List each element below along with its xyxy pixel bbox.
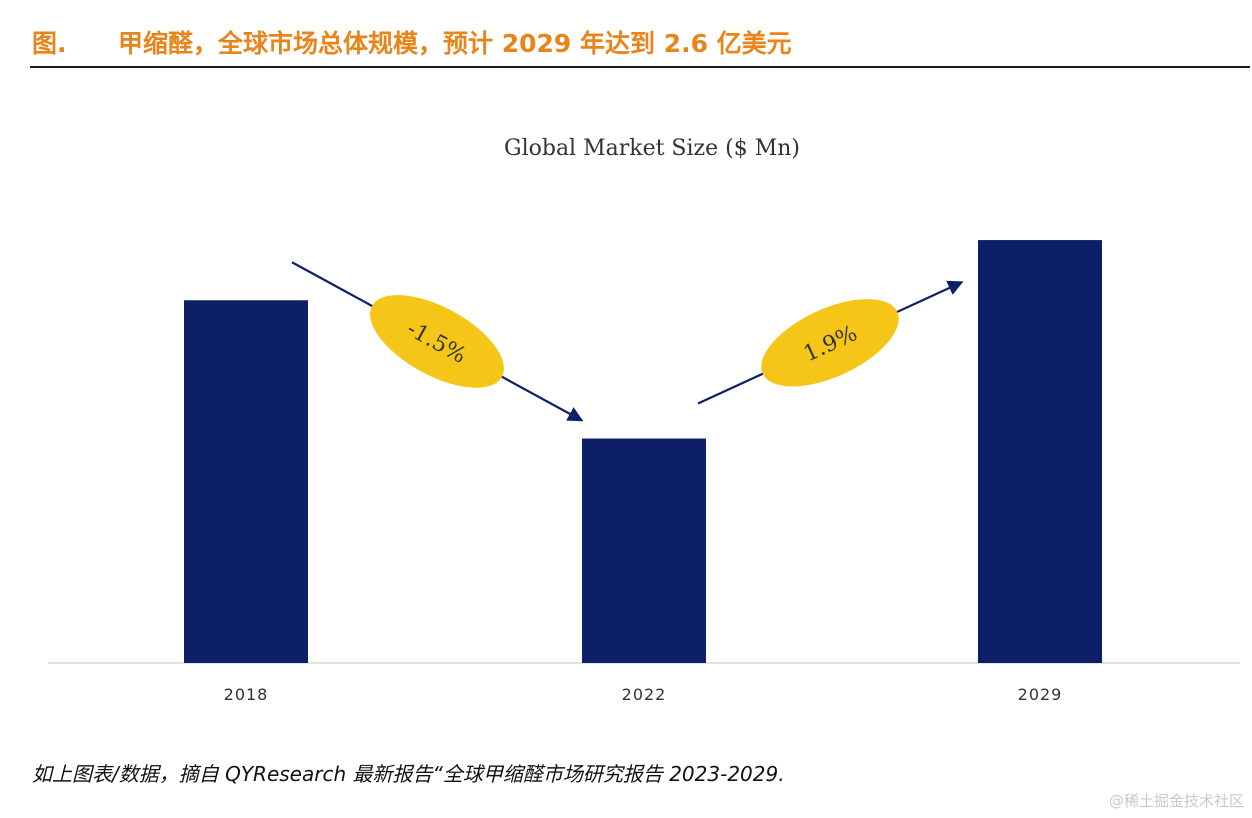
chart-title: Global Market Size ($ Mn) bbox=[504, 136, 800, 161]
bars-group bbox=[184, 240, 1102, 664]
bar-2018 bbox=[184, 300, 308, 663]
bar-2022 bbox=[582, 438, 706, 663]
growth-ellipse-1 bbox=[370, 295, 504, 388]
figure-label: 图. bbox=[32, 29, 67, 58]
bar-2029 bbox=[978, 240, 1102, 664]
x-tick-label-2029: 2029 bbox=[1018, 685, 1063, 704]
growth-annotations: -1.5% 1.9% bbox=[291, 261, 964, 422]
growth-badge-2: 1.9% bbox=[761, 299, 899, 387]
growth-badge-1: -1.5% bbox=[370, 295, 504, 388]
x-tick-label-2018: 2018 bbox=[224, 685, 269, 704]
x-tick-label-2022: 2022 bbox=[622, 685, 667, 704]
figure-title: 甲缩醛，全球市场总体规模，预计 2029 年达到 2.6 亿美元 bbox=[118, 29, 792, 58]
figure-header: 图. 甲缩醛，全球市场总体规模，预计 2029 年达到 2.6 亿美元 bbox=[30, 18, 1250, 68]
x-tick-labels: 2018 2022 2029 bbox=[224, 685, 1063, 704]
source-caption: 如上图表/数据，摘自 QYResearch 最新报告“全球甲缩醛市场研究报告 2… bbox=[32, 762, 785, 786]
growth-ellipse-2 bbox=[761, 299, 899, 387]
watermark: @稀土掘金技术社区 bbox=[1108, 792, 1244, 810]
